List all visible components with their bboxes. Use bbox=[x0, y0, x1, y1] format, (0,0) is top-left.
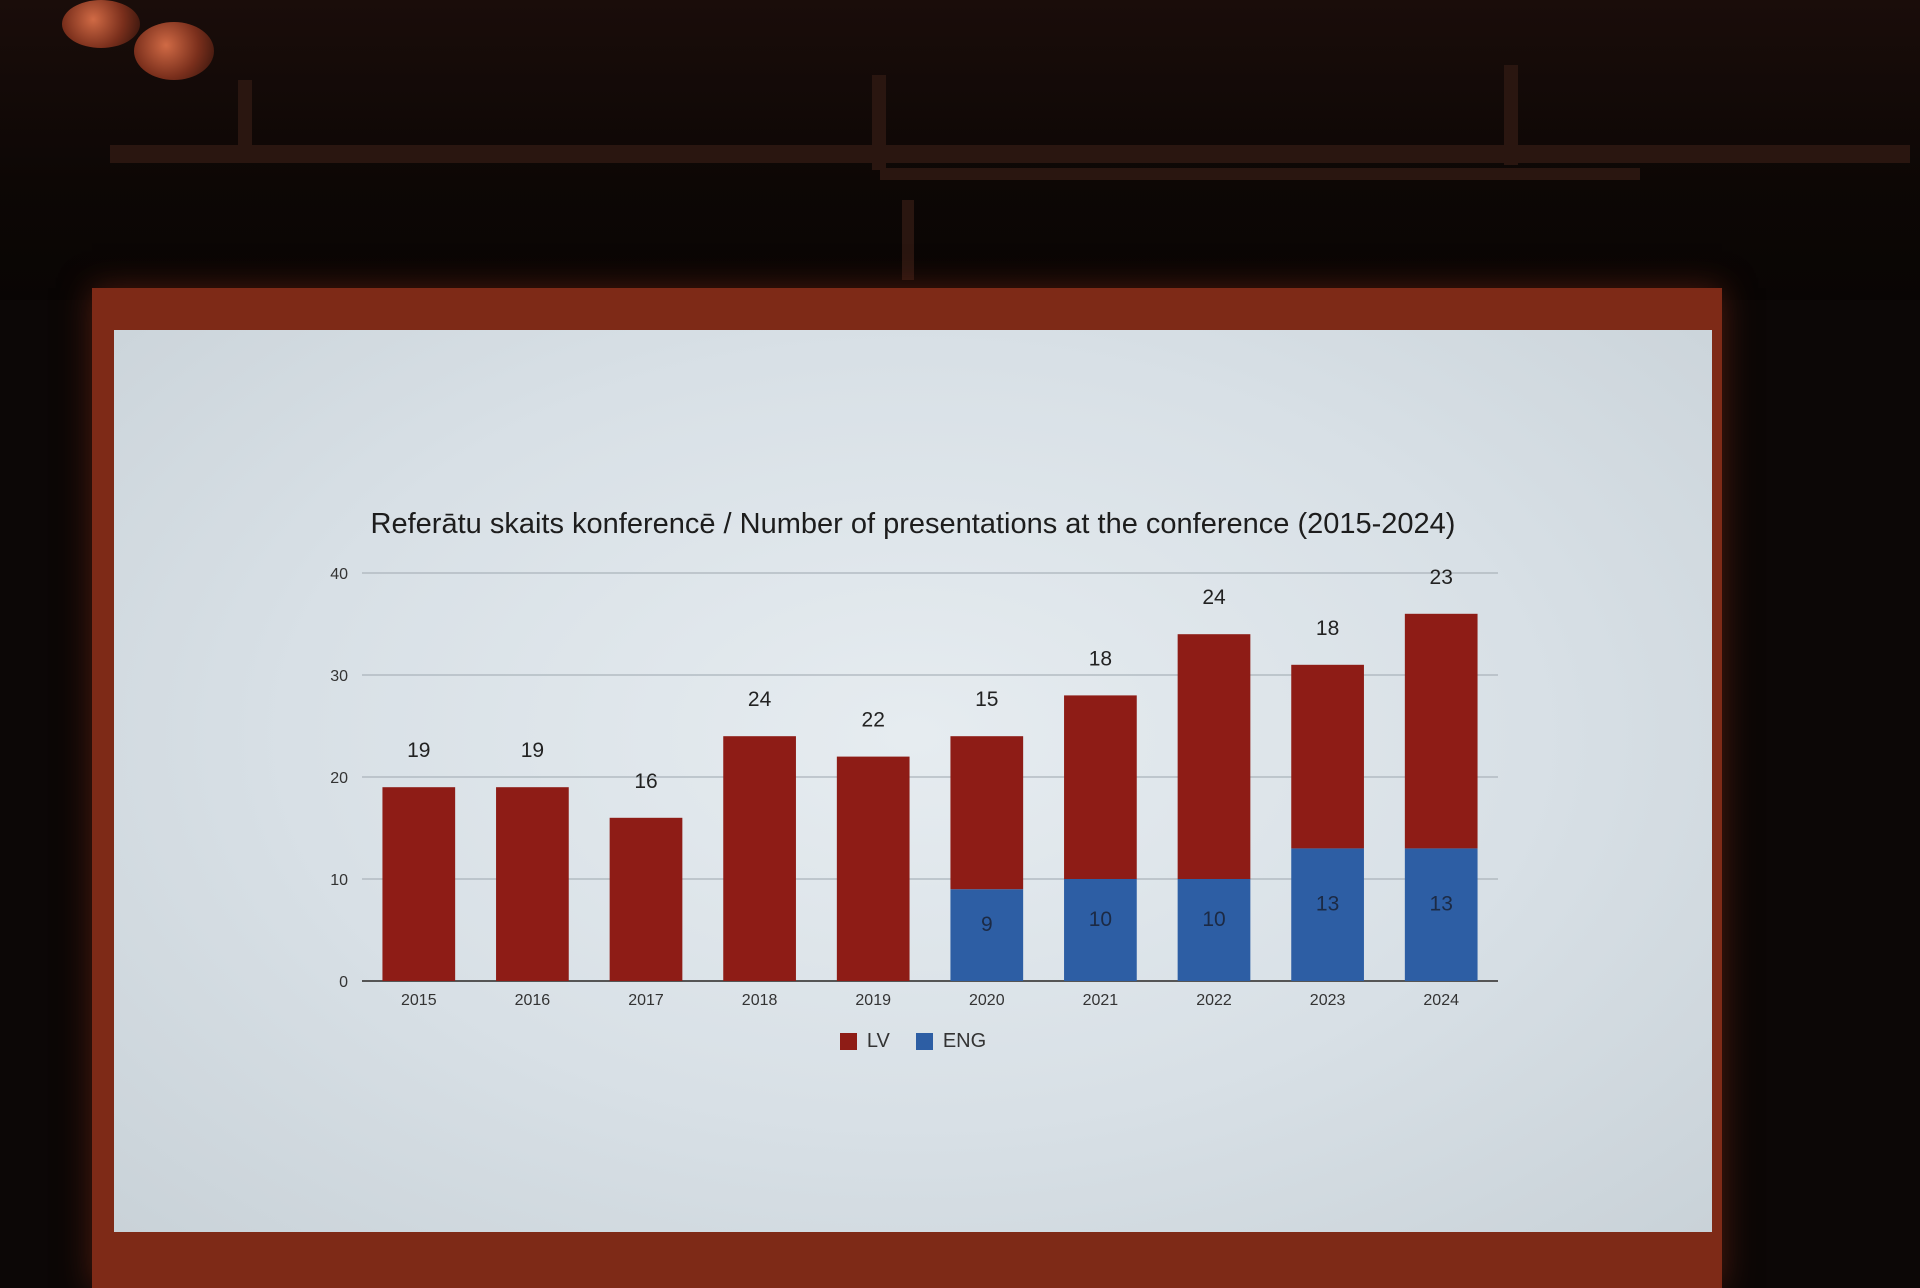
ceiling-post bbox=[872, 75, 886, 170]
y-tick-label: 0 bbox=[339, 974, 348, 991]
data-label-eng: 10 bbox=[1202, 908, 1225, 931]
x-tick-label: 2015 bbox=[401, 992, 437, 1009]
ceiling-beam bbox=[110, 145, 1910, 163]
x-tick-label: 2016 bbox=[515, 992, 551, 1009]
chart-title: Referātu skaits konferencē / Number of p… bbox=[370, 508, 1456, 540]
bar-lv bbox=[1404, 613, 1478, 849]
y-tick-label: 10 bbox=[330, 872, 348, 889]
bar-lv bbox=[950, 736, 1024, 890]
projection-screen: Referātu skaits konferencē / Number of p… bbox=[114, 330, 1712, 1232]
y-tick-label: 40 bbox=[330, 566, 348, 583]
lamp-icon bbox=[134, 22, 214, 80]
data-label-lv: 19 bbox=[407, 739, 430, 762]
bar-lv bbox=[609, 817, 683, 981]
chart-legend: LV ENG bbox=[114, 1030, 1712, 1053]
data-label-eng: 13 bbox=[1316, 893, 1339, 916]
legend-item-eng: ENG bbox=[915, 1030, 987, 1053]
data-label-eng: 10 bbox=[1089, 908, 1112, 931]
y-tick-label: 20 bbox=[330, 770, 348, 787]
data-label-lv: 15 bbox=[975, 688, 998, 711]
bar-eng bbox=[950, 889, 1024, 981]
bar-lv bbox=[1177, 634, 1251, 879]
data-label-lv: 16 bbox=[634, 770, 657, 793]
data-label-eng: 13 bbox=[1430, 893, 1453, 916]
data-label-lv: 19 bbox=[521, 739, 544, 762]
data-label-eng: 9 bbox=[981, 913, 993, 936]
data-label-lv: 24 bbox=[1202, 586, 1226, 609]
bar-lv bbox=[496, 787, 569, 981]
bar-eng bbox=[1064, 879, 1137, 981]
y-tick-label: 30 bbox=[330, 668, 348, 685]
x-tick-label: 2022 bbox=[1196, 992, 1232, 1009]
data-label-lv: 18 bbox=[1089, 647, 1112, 670]
x-tick-label: 2018 bbox=[742, 992, 778, 1009]
x-tick-label: 2019 bbox=[855, 992, 891, 1009]
data-label-lv: 18 bbox=[1316, 617, 1339, 640]
lamp-icon bbox=[62, 0, 140, 48]
x-tick-label: 2024 bbox=[1423, 992, 1459, 1009]
legend-label-eng: ENG bbox=[942, 1030, 987, 1052]
ceiling bbox=[0, 0, 1920, 300]
bar-eng bbox=[1404, 848, 1478, 981]
ceiling-beam bbox=[880, 168, 1640, 180]
bar-lv bbox=[382, 787, 456, 981]
bar-lv bbox=[1291, 664, 1364, 849]
legend-item-lv: LV bbox=[839, 1030, 890, 1053]
x-tick-label: 2023 bbox=[1310, 992, 1346, 1009]
x-tick-label: 2020 bbox=[969, 992, 1005, 1009]
ceiling-post bbox=[1504, 65, 1518, 165]
data-label-lv: 24 bbox=[748, 688, 772, 711]
bar-lv bbox=[723, 736, 796, 981]
x-tick-label: 2017 bbox=[628, 992, 664, 1009]
bar-eng bbox=[1177, 879, 1251, 981]
ceiling-post bbox=[902, 200, 914, 280]
bar-eng bbox=[1291, 848, 1364, 981]
data-label-lv: 22 bbox=[862, 709, 885, 732]
data-label-lv: 23 bbox=[1430, 566, 1453, 589]
bar-lv bbox=[1064, 695, 1137, 879]
legend-swatch-eng bbox=[915, 1033, 933, 1050]
stacked-bar-chart: 0 10 20 30 40 19 2015 19 2016 16 2017 24 2018 22 2019 9… bbox=[330, 566, 1498, 1009]
legend-swatch-lv bbox=[839, 1033, 857, 1050]
bar-lv bbox=[836, 756, 910, 981]
legend-label-lv: LV bbox=[866, 1030, 890, 1052]
x-tick-label: 2021 bbox=[1083, 992, 1119, 1009]
ceiling-post bbox=[238, 80, 252, 160]
